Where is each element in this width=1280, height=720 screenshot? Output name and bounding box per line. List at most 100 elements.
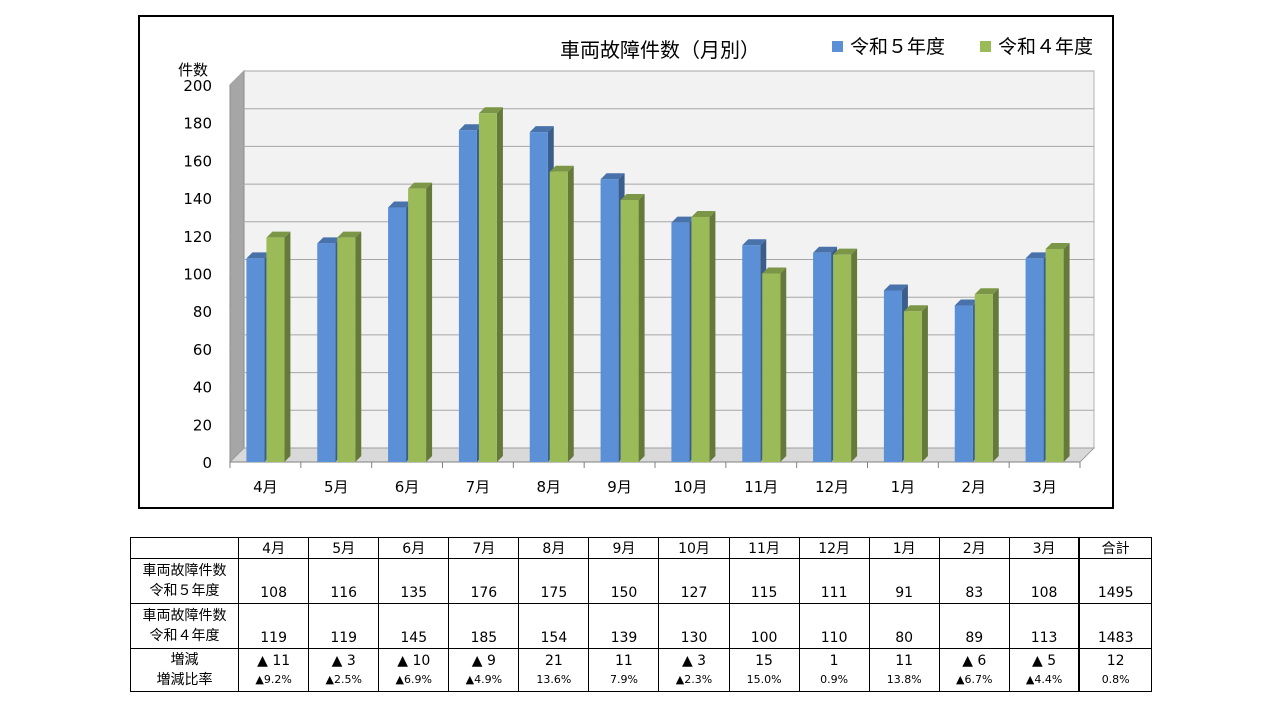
bar-top [549,165,574,172]
bar-top [1045,242,1070,249]
table-cell-r4: 139 [588,603,660,649]
table-cell-diff: 12 0.8% [1078,648,1153,692]
table-cell-r4: 113 [1008,603,1080,649]
ratio-value: 0.9% [820,673,849,686]
table-cell-r4: 185 [448,603,520,649]
bar-top [388,201,413,208]
bar [549,171,568,462]
bar-top [974,288,999,295]
ratio-value: ▲2.5% [325,673,362,686]
row-label-line2: 令和５年度 [149,583,220,599]
bar [671,222,690,462]
bar-side [355,231,362,462]
table-header-cell: 1月 [868,537,940,559]
table-cell-diff: ▲ 3 ▲2.3% [658,648,730,692]
legend-label: 令和５年度 [850,36,945,58]
table-cell-r5: 175 [518,558,590,604]
legend-label: 令和４年度 [998,36,1093,58]
diff-value: ▲ 10 [397,653,431,669]
table-header-cell: 2月 [938,537,1010,559]
y-tick-label: 160 [183,152,212,170]
table-header-cell: 11月 [728,537,800,559]
x-tick-label: 7月 [466,478,491,496]
bar [1045,248,1064,462]
table-cell-diff: 11 13.8% [868,648,940,692]
ratio-value: 13.8% [886,673,922,686]
x-tick-label: 8月 [536,478,561,496]
bar [903,311,922,462]
y-tick-label: 180 [183,115,212,133]
bar-side [992,288,999,462]
table-cell-r5: 176 [448,558,520,604]
gridline-side [229,108,245,124]
y-tick-label: 120 [183,228,212,246]
bar-top [458,124,483,131]
table-cell-diff: ▲ 10 ▲6.9% [378,648,450,692]
row-label-line1: 車両故障件数 [142,608,227,624]
bar-top [317,237,342,244]
diff-value: 15 [755,653,773,669]
table-row-r5: 車両故障件数 令和５年度 108 116 135 176 175 150 127 115 111… [129,558,1153,604]
bar [813,252,832,462]
gridline-side [229,70,245,86]
table-cell-r4: 80 [868,603,940,649]
bar-top [529,126,554,133]
table-cell-diff: ▲ 9 ▲4.9% [448,648,520,692]
bar [954,305,973,462]
bar-side [1063,242,1070,462]
ratio-value: ▲2.3% [675,673,713,686]
table-cell-r5: 1495 [1078,558,1153,604]
table-cell-r5: 115 [728,558,800,604]
legend-swatch [832,41,843,52]
row-label-line2: 令和４年度 [149,628,220,644]
table-cell-r4: 89 [938,603,1010,649]
bar [337,237,356,462]
x-tick-label: 11月 [744,478,778,496]
bar-side [851,248,858,462]
x-tick-label: 5月 [324,478,349,496]
table-cell-r5: 108 [238,558,310,604]
bar-top [813,246,838,253]
bar [246,258,265,462]
table-cell-r4: 100 [728,603,800,649]
x-tick-label: 10月 [673,478,707,496]
x-tick-label: 12月 [815,478,849,496]
diff-value: ▲ 11 [257,653,291,669]
gridline-side [229,372,245,387]
bar [742,245,761,462]
bar-side [496,107,503,463]
table-cell-r5: 150 [588,558,660,604]
bar-top [620,193,645,200]
data-table: 4月 5月 6月 7月 8月 9月 10月 11月 12月 1月 2月 3月 合計 車両故障件数 令和５… [129,537,1153,692]
bar-top [742,239,767,246]
table-cell-diff: 11 7.9% [588,648,660,692]
bar-side [921,305,928,462]
gridline-side [229,221,245,237]
table-cell-r5: 91 [868,558,940,604]
y-tick-label: 80 [193,303,212,321]
table-header-row: 4月 5月 6月 7月 8月 9月 10月 11月 12月 1月 2月 3月 合計 [129,537,1153,559]
ratio-value: ▲9.2% [255,673,292,686]
ratio-value: ▲4.9% [465,673,503,686]
diff-value: 11 [615,653,633,669]
bar-side [567,165,574,462]
table-corner-cell [129,537,240,559]
bar-top [600,173,625,180]
table-cell-r5: 135 [378,558,450,604]
table-header-cell: 9月 [588,537,660,559]
y-tick-label: 60 [193,341,212,359]
diff-value: 11 [895,653,914,669]
diff-value: ▲ 3 [331,653,356,669]
row-label-line1: 車両故障件数 [142,563,227,579]
table-cell-r4: 154 [518,603,590,649]
legend-swatch [980,41,991,52]
x-tick-label: 6月 [395,478,420,496]
bar-top [1025,252,1050,259]
table-row-r4: 車両故障件数 令和４年度 119 119 145 185 154 139 130 100 110… [129,603,1153,649]
y-tick-label: 20 [193,416,212,434]
bar-top [671,216,696,223]
gridline-side [229,409,245,425]
diff-value: 21 [544,653,563,669]
row-label-line2: 増減比率 [156,672,213,688]
y-tick-label: 40 [193,379,212,397]
